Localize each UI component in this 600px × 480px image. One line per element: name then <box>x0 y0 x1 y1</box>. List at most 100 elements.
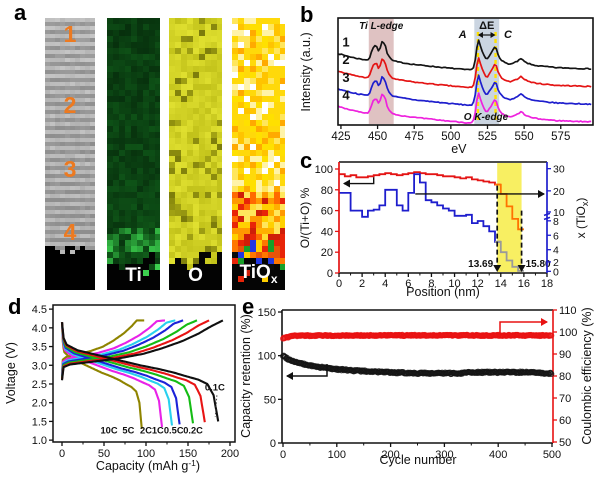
right-tick-label: 110 <box>559 305 577 317</box>
o-k-edge-annotation: O K-edge <box>464 112 509 123</box>
ti-map-mosaic <box>107 18 160 290</box>
panel-label-b: b <box>300 2 314 27</box>
right-axis-label: x (TiOx) <box>574 198 590 239</box>
rate-label: 2C <box>140 426 152 436</box>
curve-number-label: 1 <box>342 35 349 50</box>
y-tick-label: 4.5 <box>32 304 47 316</box>
left-tick-label: 20 <box>321 247 333 259</box>
charge-curve-1C <box>60 319 184 378</box>
rate-label: 0.1C <box>205 383 225 394</box>
position-marker-label: 13.69 <box>468 259 493 270</box>
o-map-mosaic <box>169 18 222 290</box>
discharge-curve-10C <box>60 322 143 429</box>
highlight-band <box>497 163 522 272</box>
haadf-stem-image: 1 2 3 4 <box>45 18 95 290</box>
x-axis-label: Capacity (mAh g-1) <box>96 458 200 473</box>
x-tick-label: 300 <box>435 449 453 461</box>
x-axis-label: eV <box>451 142 467 156</box>
left-tick-label: 100 <box>258 351 276 363</box>
left-tick-label: 100 <box>315 164 333 176</box>
left-tick-label: 150 <box>258 307 276 319</box>
right-tick-label: 30 <box>553 164 565 176</box>
right-tick-label: 60 <box>559 415 571 427</box>
x-tick-label: 500 <box>441 131 460 143</box>
y-axis-label: Intensity (a.u.) <box>299 32 313 111</box>
x-tick-label: 150 <box>179 448 197 460</box>
cycling-performance-chart: 0 50 100 150 50 60 70 80 90 100 110 0 100 200 300 400 50… <box>239 305 594 467</box>
x-tick-label: 14 <box>495 278 507 290</box>
layer-number-1: 1 <box>63 21 77 47</box>
x-tick-label: 200 <box>221 448 239 460</box>
curve-number-label: 2 <box>342 52 349 67</box>
right-tick-label: 80 <box>559 371 571 383</box>
charge-curve-0.5C <box>60 319 198 379</box>
right-tick-label: 10 <box>553 207 565 219</box>
right-tick-label: 70 <box>559 393 571 405</box>
y-tick-label: 1.0 <box>32 435 47 447</box>
y-tick-label: 3.5 <box>32 342 47 354</box>
x-axis-label: Position (nm) <box>406 285 480 299</box>
x-tick-label: 500 <box>543 449 561 461</box>
tiox-map-label: TiOx <box>239 262 278 286</box>
o-ratio-curve <box>339 171 501 186</box>
eels-curve-3 <box>337 74 592 107</box>
right-tick-label: 0 <box>553 266 559 278</box>
panel-label-a: a <box>14 0 27 25</box>
layer-number-4: 4 <box>63 219 77 245</box>
left-axis-label: Capacity retention (%) <box>239 314 253 438</box>
x-tick-label: 425 <box>331 131 350 143</box>
panel-label-c: c <box>300 148 313 173</box>
left-tick-label: 0 <box>270 438 276 450</box>
peak-a-annotation: A <box>458 29 467 41</box>
eels-curve-4 <box>337 92 592 124</box>
left-tick-label: 0 <box>327 268 333 280</box>
o-ratio-curve-tail <box>495 183 524 231</box>
discharge-curve-0.2C <box>60 322 206 423</box>
position-marker-label: 15.80 <box>526 259 551 270</box>
x-tick-label: 525 <box>478 131 497 143</box>
y-tick-label: 3.0 <box>32 360 47 372</box>
x-tick-label: 0 <box>336 278 342 290</box>
left-tick-label: 60 <box>321 206 333 218</box>
x-tick-label: 575 <box>551 131 570 143</box>
y-tick-label: 4.0 <box>32 323 47 335</box>
x-tick-label: 450 <box>368 131 387 143</box>
right-tick-label: 90 <box>559 349 571 361</box>
x-tick-label: 475 <box>405 131 424 143</box>
x-tick-label: 16 <box>518 278 530 290</box>
x-tick-label: 12 <box>472 278 484 290</box>
peak-c-annotation: C <box>504 29 513 41</box>
x-tick-label: 400 <box>489 449 507 461</box>
x-tick-label: 50 <box>98 448 110 460</box>
discharge-curve-2C <box>60 322 174 426</box>
left-axis-label: O/(Ti+O) % <box>298 187 312 248</box>
x-tick-label: 4 <box>382 278 388 290</box>
y-tick-label: 2.5 <box>32 379 47 391</box>
rate-label: 0.2C <box>183 426 203 436</box>
right-tick-label: 100 <box>559 327 577 339</box>
edge-band <box>368 19 394 124</box>
right-tick-label: 4 <box>553 245 559 257</box>
left-tick-label: 40 <box>321 226 333 238</box>
layer-number-2: 2 <box>63 92 77 118</box>
curve-number-label: 3 <box>342 70 349 85</box>
right-axis-label: Coulombic efficiency (%) <box>580 307 594 444</box>
right-tick-label: 2 <box>553 257 559 269</box>
x-tiox-curve <box>339 173 501 243</box>
curve-number-label: 4 <box>342 87 350 102</box>
left-tick-label: 80 <box>321 185 333 197</box>
ti-l-edge-annotation: Ti L-edge <box>359 21 404 32</box>
x-tick-label: 0 <box>59 448 65 460</box>
rate-label: 0.5C <box>164 426 184 436</box>
x-tick-label: 6 <box>405 278 411 290</box>
x-tick-label: 18 <box>541 278 553 290</box>
tiox-eels-map: TiOx <box>232 18 285 290</box>
right-tick-label: 20 <box>553 186 565 198</box>
haadf-mosaic <box>45 18 95 290</box>
y-axis-label: Voltage (V) <box>4 342 18 404</box>
rate-label: 1C <box>152 426 164 436</box>
y-tick-label: 2.0 <box>32 398 47 410</box>
eels-spectra-chart: 1 2 3 4 425 450 475 500 525 550 575 eV Intensity (a.… <box>299 17 594 156</box>
x-tick-label: 8 <box>428 278 434 290</box>
ti-eels-map: Ti <box>107 18 160 290</box>
